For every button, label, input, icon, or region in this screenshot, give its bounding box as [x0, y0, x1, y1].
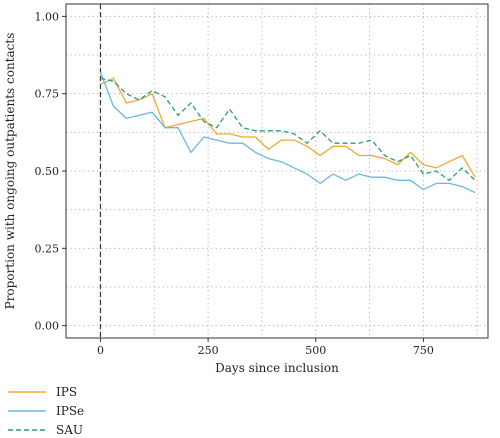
series-lines [99, 71, 476, 194]
grid [66, 4, 488, 338]
y-axis-title: Proportion with ongoing outpatients cont… [3, 33, 17, 310]
y-tick-label: 1.00 [35, 10, 60, 23]
legend-label-ipse: IPSe [56, 404, 84, 418]
series-line-ipse [99, 71, 476, 194]
series-line-ips [100, 77, 476, 178]
x-tick-label: 250 [198, 344, 219, 357]
y-axis: 0.00 0.25 0.50 0.75 1.00 [35, 10, 66, 333]
y-tick-label: 0.00 [35, 320, 60, 333]
legend-label-ips: IPS [56, 385, 77, 399]
x-tick-label: 0 [97, 344, 104, 357]
x-tick-label: 500 [305, 344, 326, 357]
y-tick-label: 0.25 [35, 242, 60, 255]
x-tick-label: 750 [413, 344, 434, 357]
y-tick-label: 0.50 [35, 165, 60, 178]
series-line-sau [100, 77, 476, 181]
x-axis: 0 250 500 750 [97, 338, 434, 357]
plot-area-frame [65, 3, 489, 339]
legend-label-sau: SAU [56, 423, 83, 437]
legend: IPS IPSe SAU [8, 385, 84, 437]
x-axis-title: Days since inclusion [215, 361, 339, 375]
y-tick-label: 0.75 [35, 88, 60, 101]
